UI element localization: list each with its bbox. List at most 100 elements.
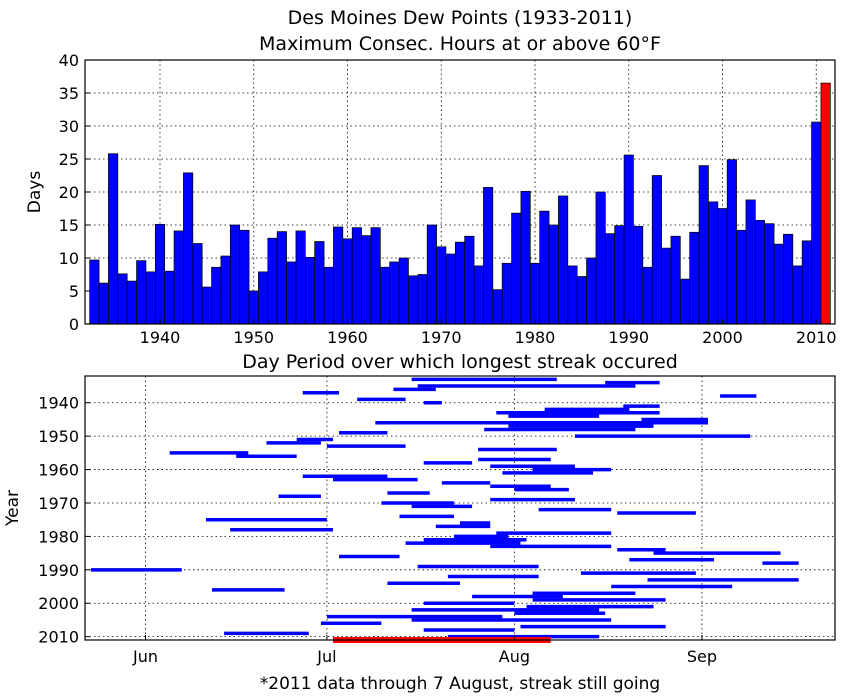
bar <box>651 175 662 325</box>
bar <box>304 256 316 325</box>
chart1-ytick-label: 40 <box>59 51 79 70</box>
bar <box>211 266 222 325</box>
chart1-frame <box>84 59 836 325</box>
bar <box>792 265 803 325</box>
bar <box>98 282 109 325</box>
bar <box>661 247 672 325</box>
bar <box>529 262 541 325</box>
bar <box>614 225 625 325</box>
bar <box>295 230 306 325</box>
chart2-xtick-label: Jul <box>316 647 336 666</box>
dew-point-bar-chart: Des Moines Dew Points (1933-2011) Maximu… <box>25 7 837 347</box>
bar <box>126 280 137 325</box>
bar <box>539 210 550 325</box>
bar <box>558 195 569 325</box>
bar <box>595 191 606 325</box>
bar <box>689 231 700 325</box>
bar <box>436 246 447 325</box>
chart1-ylabel: Days <box>25 171 45 214</box>
chart1-xtick-label: 2000 <box>702 328 743 347</box>
bar <box>548 224 559 325</box>
chart2-ylabel: Year <box>3 490 23 527</box>
bar <box>389 261 400 325</box>
bar <box>154 223 166 325</box>
bar <box>717 208 728 325</box>
bar <box>183 172 194 325</box>
chart1-xtick-label: 2010 <box>796 328 837 347</box>
chart1-ytick-label: 15 <box>59 216 79 235</box>
bar <box>136 260 147 325</box>
chart1-bars <box>89 82 831 325</box>
bar <box>417 274 428 325</box>
bar <box>783 233 794 325</box>
chart2-ytick-label: 1990 <box>38 561 79 580</box>
bar <box>670 235 681 325</box>
chart2-frame <box>84 375 836 641</box>
bar <box>286 261 297 325</box>
bar <box>117 273 128 325</box>
bar <box>801 240 812 325</box>
bar <box>276 231 287 325</box>
bar <box>576 276 587 325</box>
bar <box>258 271 269 325</box>
bar <box>473 265 484 325</box>
chart1-title-line1: Des Moines Dew Points (1933-2011) <box>288 7 633 29</box>
bar <box>604 233 616 325</box>
chart2-ytick-label: 1970 <box>38 494 79 513</box>
chart1-ytick-label: 25 <box>59 150 79 169</box>
bar <box>445 253 456 325</box>
chart1-xtick-label: 1990 <box>608 328 649 347</box>
chart1-xtick-label: 1960 <box>327 328 368 347</box>
chart2-ytick-label: 2010 <box>38 628 79 647</box>
chart2-ytick-label: 1980 <box>38 527 79 546</box>
chart2-xtick-label: Jun <box>132 647 158 666</box>
bar <box>173 230 184 325</box>
bar <box>492 289 503 325</box>
bar <box>361 235 372 325</box>
chart1-ticks: 1940 1950 1960 1970 1980 1990 2000 2010 0 5 10 15 20… <box>59 51 837 347</box>
chart1-ytick-label: 10 <box>59 249 79 268</box>
bar <box>351 227 362 325</box>
bar <box>89 259 100 325</box>
bar <box>464 235 475 325</box>
bar <box>764 223 775 325</box>
bar <box>164 270 175 325</box>
footnote: *2011 data through 7 August, streak stil… <box>260 674 660 694</box>
chart2-ytick-label: 1940 <box>38 394 79 413</box>
bar <box>483 187 494 325</box>
bar-highlight <box>820 82 831 325</box>
bar <box>501 262 512 325</box>
bar <box>379 266 391 325</box>
bar <box>520 190 531 325</box>
bar <box>192 243 203 325</box>
bar <box>586 257 597 325</box>
chart1-xtick-label: 1970 <box>421 328 462 347</box>
chart2-ytick-label: 2000 <box>38 594 79 613</box>
chart1-ytick-label: 35 <box>59 84 79 103</box>
chart2-xtick-label: Aug <box>499 647 530 666</box>
chart2-ticks: Jun Jul Aug Sep 1940 1950 1960 1970 1980 1990 2000… <box>38 394 717 666</box>
chart1-ytick-label: 5 <box>69 282 79 301</box>
bar <box>773 243 784 325</box>
bar <box>745 199 756 325</box>
bar <box>454 241 466 325</box>
bar <box>220 255 231 325</box>
bar <box>811 121 822 325</box>
bar <box>708 201 719 325</box>
chart1-ytick-label: 30 <box>59 117 79 136</box>
chart2-xtick-label: Sep <box>687 647 717 666</box>
chart2-ytick-label: 1950 <box>38 427 79 446</box>
bar <box>314 241 325 325</box>
bar <box>333 226 344 325</box>
bar <box>426 224 437 325</box>
bar <box>736 229 747 325</box>
bar <box>267 237 278 325</box>
bar <box>726 159 737 325</box>
bar <box>698 165 709 325</box>
bar <box>633 225 644 325</box>
chart2-title: Day Period over which longest streak occ… <box>242 351 678 373</box>
streak-period-chart: Day Period over which longest streak occ… <box>3 351 836 666</box>
bar <box>108 153 119 325</box>
bar <box>239 229 250 325</box>
